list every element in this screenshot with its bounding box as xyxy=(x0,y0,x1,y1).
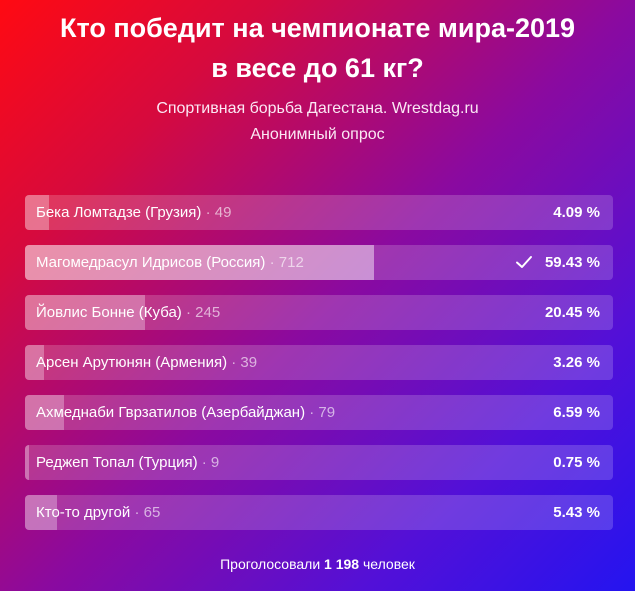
poll-option[interactable]: Йовлис Бонне (Куба) · 245 20.45 % xyxy=(25,295,613,330)
option-name: Бека Ломтадзе (Грузия) xyxy=(36,204,202,221)
option-label: Реджеп Топал (Турция) · 9 xyxy=(36,445,219,480)
poll-option[interactable]: Арсен Арутюнян (Армения) · 39 3.26 % xyxy=(25,345,613,380)
vote-count: 245 xyxy=(195,304,221,321)
option-label: Ахмеднаби Гврзатилов (Азербайджан) · 79 xyxy=(36,395,335,430)
poll-subtitle: Спортивная борьба Дагестана. Wrestdag.ru… xyxy=(0,96,635,148)
separator: · xyxy=(309,404,315,421)
vote-percent: 5.43 % xyxy=(553,504,600,521)
poll-type: Анонимный опрос xyxy=(250,126,385,143)
vote-count: 49 xyxy=(214,204,232,221)
option-name: Магомедрасул Идрисов (Россия) xyxy=(36,254,266,271)
result-bar xyxy=(25,195,50,230)
option-label: Кто-то другой · 65 xyxy=(36,495,160,530)
option-name: Арсен Арутюнян (Армения) xyxy=(36,354,228,371)
vote-count: 9 xyxy=(210,454,220,471)
poll-option[interactable]: Кто-то другой · 65 5.43 % xyxy=(25,495,613,530)
total-votes-suffix: человек xyxy=(362,556,415,572)
result-bar xyxy=(25,295,146,330)
total-votes-count: 1 198 xyxy=(324,556,360,572)
poll-option[interactable]: Магомедрасул Идрисов (Россия) · 712 59.4… xyxy=(25,245,613,280)
vote-percent: 0.75 % xyxy=(553,454,600,471)
option-name: Йовлис Бонне (Куба) xyxy=(36,304,182,321)
poll-option[interactable]: Реджеп Топал (Турция) · 9 0.75 % xyxy=(25,445,613,480)
option-label: Йовлис Бонне (Куба) · 245 xyxy=(36,295,220,330)
option-label: Магомедрасул Идрисов (Россия) · 712 xyxy=(36,245,304,280)
check-icon xyxy=(516,256,532,268)
total-votes: Проголосовали 1 198 человек xyxy=(0,556,635,572)
poll-option[interactable]: Ахмеднаби Гврзатилов (Азербайджан) · 79 … xyxy=(25,395,613,430)
vote-percent: 59.43 % xyxy=(544,254,600,271)
option-name: Реджеп Топал (Турция) xyxy=(36,454,198,471)
separator: · xyxy=(205,204,211,221)
separator: · xyxy=(201,454,207,471)
poll-options: Бека Ломтадзе (Грузия) · 49 4.09 % Магом… xyxy=(25,195,613,545)
option-name: Ахмеднаби Гврзатилов (Азербайджан) xyxy=(36,404,306,421)
separator: · xyxy=(185,304,191,321)
separator: · xyxy=(134,504,140,521)
result-bar xyxy=(25,245,375,280)
poll-title-line-1: Кто победит на чемпионате мира-2019 xyxy=(59,13,576,43)
vote-count: 712 xyxy=(278,254,304,271)
separator: · xyxy=(231,354,237,371)
result-bar xyxy=(25,395,64,430)
option-label: Бека Ломтадзе (Грузия) · 49 xyxy=(36,195,231,230)
result-bar xyxy=(25,345,45,380)
poll-title-line-2: в весе до 61 кг? xyxy=(211,53,424,83)
poll-option[interactable]: Бека Ломтадзе (Грузия) · 49 4.09 % xyxy=(25,195,613,230)
vote-percent: 20.45 % xyxy=(544,304,600,321)
vote-count: 79 xyxy=(318,404,336,421)
vote-count: 65 xyxy=(143,504,161,521)
vote-percent: 6.59 % xyxy=(553,404,600,421)
poll-source: Спортивная борьба Дагестана. Wrestdag.ru xyxy=(156,100,479,117)
option-name: Кто-то другой xyxy=(36,504,131,521)
result-bar xyxy=(25,495,57,530)
option-label: Арсен Арутюнян (Армения) · 39 xyxy=(36,345,257,380)
vote-percent: 4.09 % xyxy=(553,204,600,221)
total-votes-prefix: Проголосовали xyxy=(220,556,321,572)
separator: · xyxy=(269,254,275,271)
poll-title: Кто победит на чемпионате мира-2019 в ве… xyxy=(0,8,635,88)
result-bar xyxy=(25,445,30,480)
vote-percent: 3.26 % xyxy=(553,354,600,371)
vote-count: 39 xyxy=(240,354,258,371)
